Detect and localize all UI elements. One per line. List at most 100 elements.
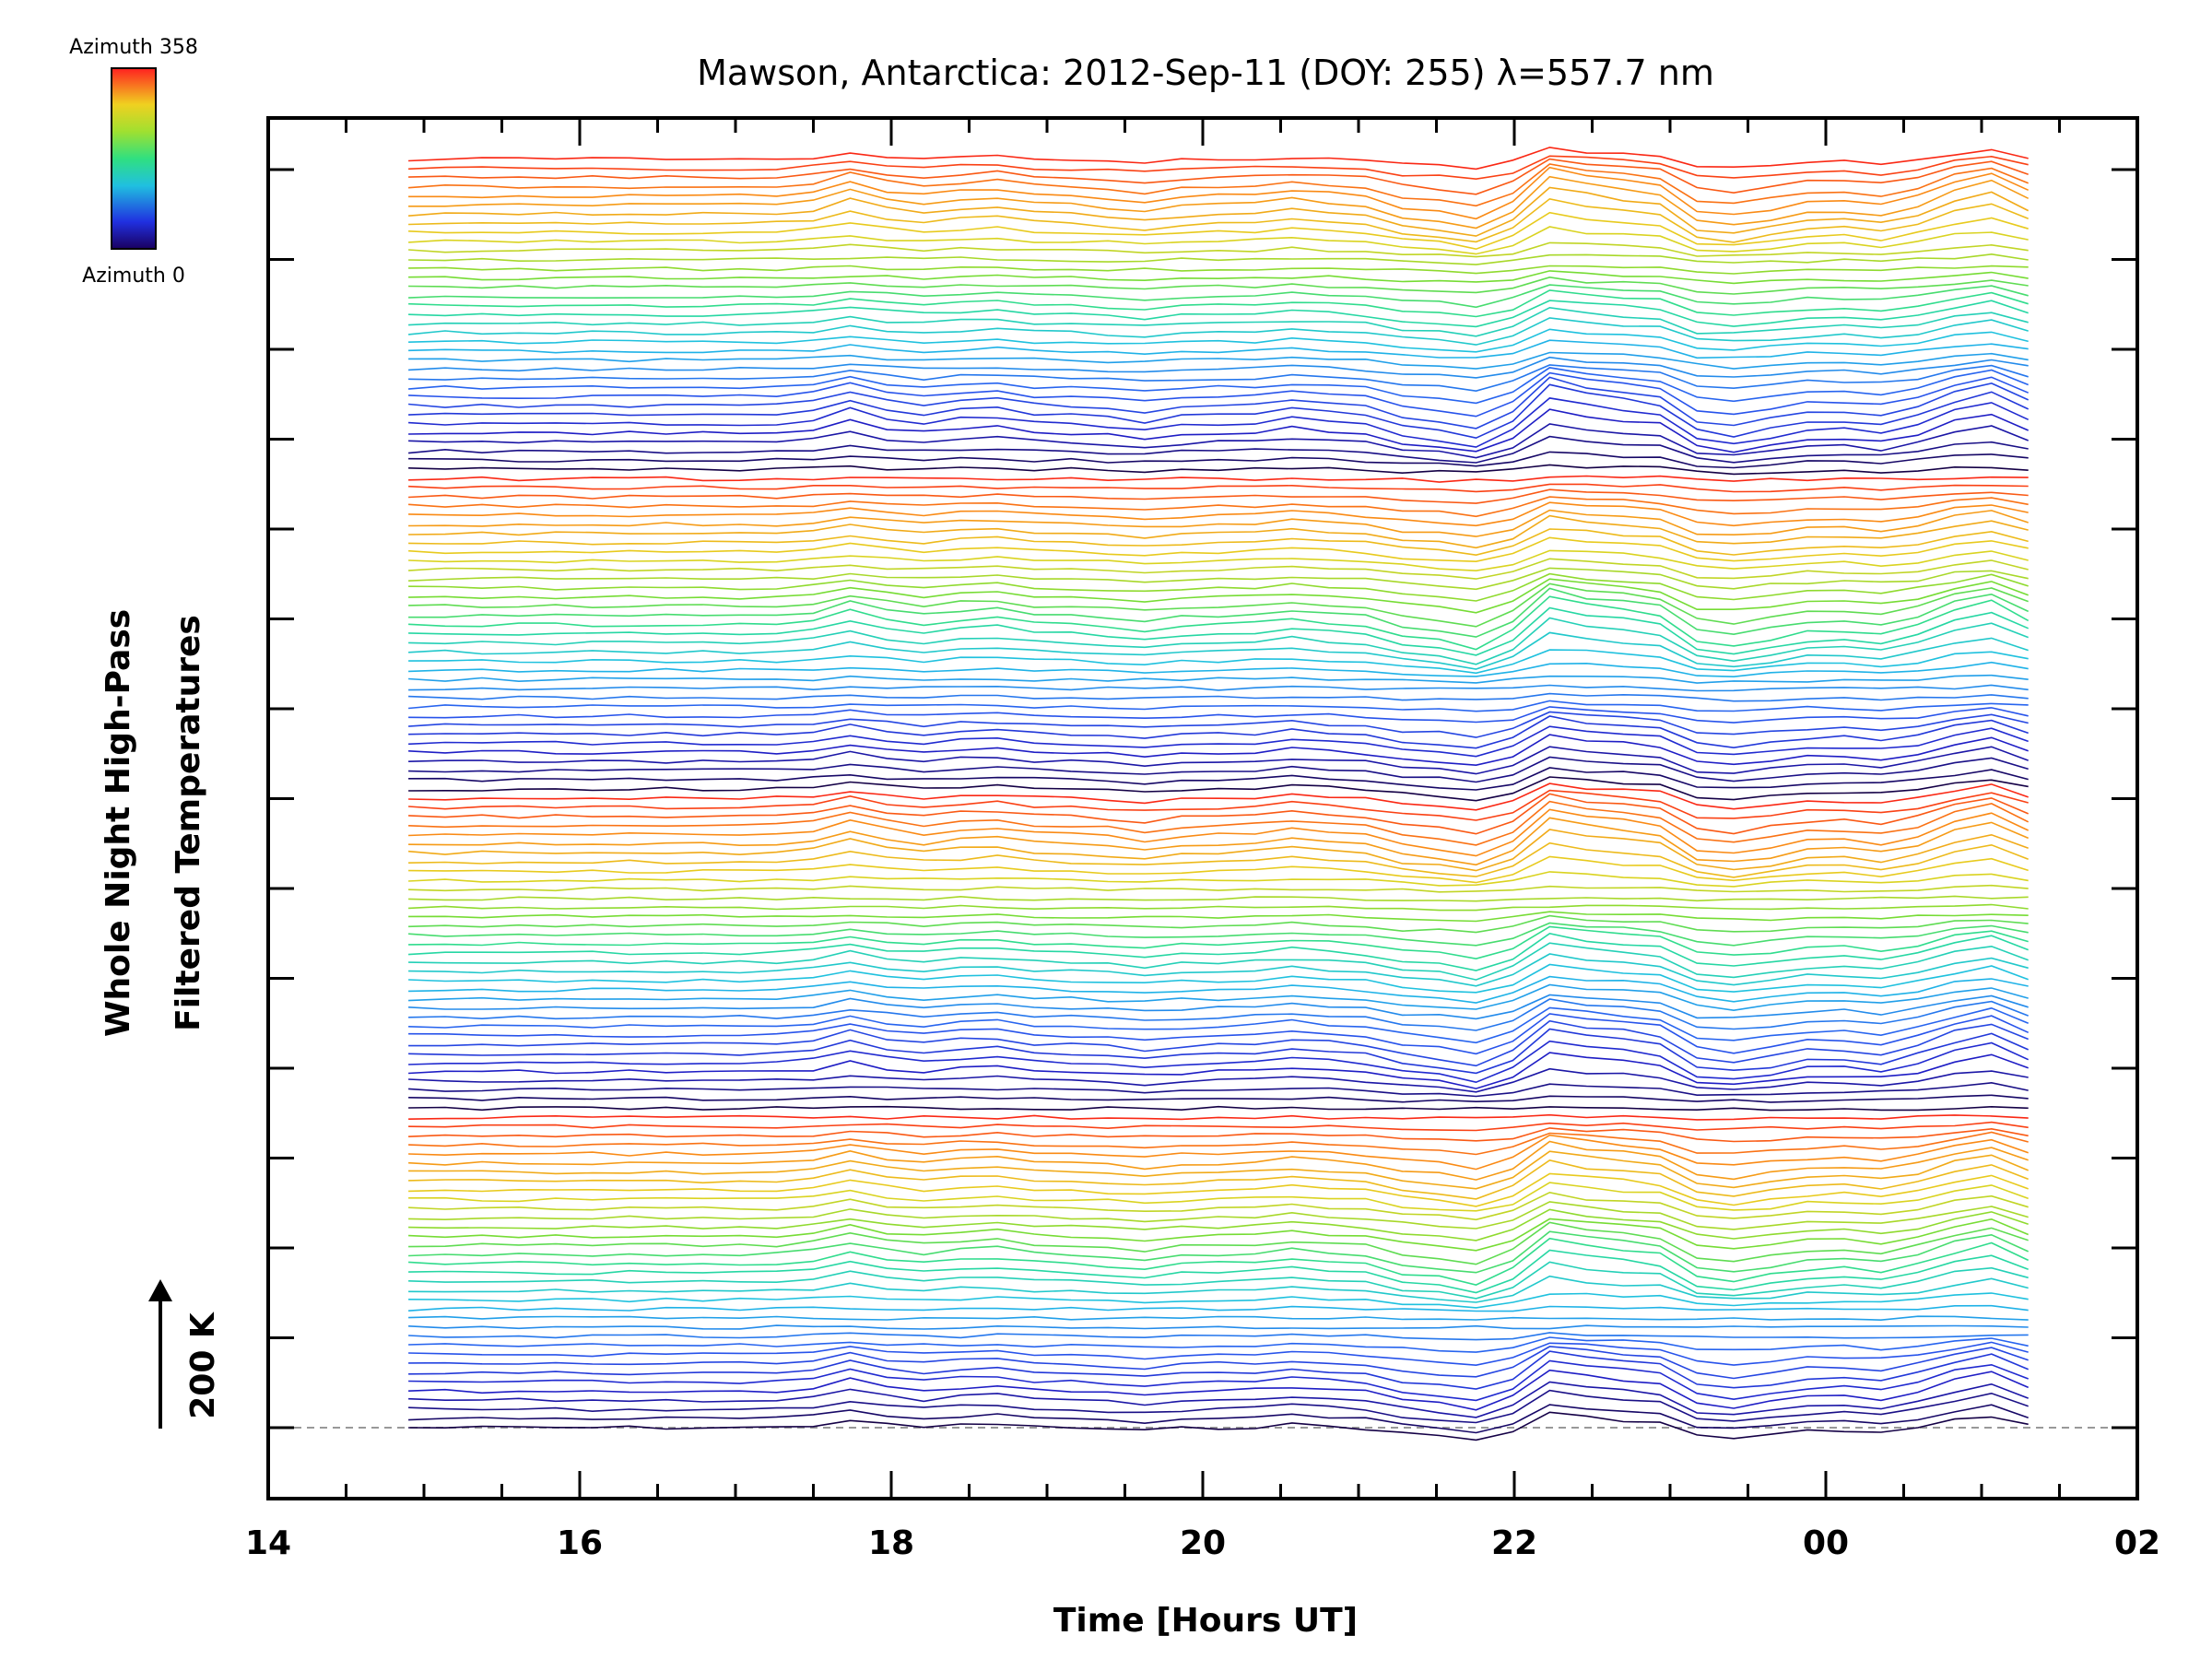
y-axis-label-line2: Filtered Temperatures — [170, 615, 207, 1031]
series-line — [408, 711, 2029, 738]
series-line — [408, 829, 2029, 872]
series-line — [408, 1208, 2029, 1241]
series-line — [408, 734, 2029, 767]
series-line — [408, 884, 2029, 893]
series-line — [408, 1028, 2030, 1075]
series-line — [408, 1182, 2029, 1212]
series-line — [408, 1332, 2029, 1341]
series-line — [408, 1230, 2030, 1274]
series-line — [408, 1113, 2029, 1121]
series-line — [408, 617, 2029, 665]
series-line — [408, 241, 2029, 258]
series-line — [408, 265, 2029, 275]
series-line — [408, 501, 2029, 527]
series-line — [408, 536, 2029, 563]
series-line — [408, 789, 2029, 821]
series-line — [408, 1105, 2029, 1112]
series-line — [408, 674, 2029, 684]
series-line — [408, 253, 2029, 265]
series-line — [408, 756, 2029, 783]
series-line — [408, 276, 2029, 295]
series-line — [408, 841, 2029, 878]
series-line — [408, 1275, 2029, 1303]
x-tick-label: 02 — [2114, 1524, 2160, 1562]
colorbar — [111, 67, 157, 250]
series-line — [408, 496, 2029, 518]
series-line — [408, 1094, 2029, 1103]
series-line — [408, 376, 2030, 429]
series-line — [408, 925, 2029, 960]
series-line — [408, 306, 2029, 337]
series-line — [408, 871, 2029, 888]
series-line — [408, 994, 2029, 1020]
series-line — [408, 1019, 2029, 1067]
series-line — [408, 942, 2029, 981]
series-line — [408, 371, 2030, 418]
series-line — [408, 953, 2029, 987]
series-line — [408, 706, 2029, 724]
series-line — [408, 408, 2030, 453]
series-line — [408, 715, 2029, 749]
series-line — [408, 1218, 2030, 1252]
series-line — [408, 328, 2029, 353]
series-line — [408, 595, 2030, 651]
series-line — [408, 975, 2029, 1004]
series-line — [408, 1134, 2029, 1171]
series-line — [408, 578, 2029, 614]
series-line — [408, 1315, 2029, 1322]
series-line — [408, 1127, 2029, 1143]
series-line — [408, 1131, 2029, 1156]
series-line — [408, 356, 2029, 379]
series-line — [408, 351, 2029, 370]
series-line — [408, 1324, 2029, 1330]
series-line — [408, 509, 2029, 537]
series-line — [408, 1221, 2029, 1265]
scale-bar-label: 200 K — [184, 1312, 222, 1419]
series-line — [408, 1381, 2029, 1418]
series-line — [408, 1067, 2029, 1093]
series-line — [408, 451, 2029, 469]
series-line — [408, 514, 2029, 549]
axis-ticks — [266, 118, 2139, 1499]
series-line — [408, 549, 2029, 572]
colorbar-top-label: Azimuth 358 — [69, 36, 198, 59]
series-line — [408, 606, 2030, 656]
series-line — [408, 364, 2029, 393]
series-line — [408, 423, 2029, 459]
series-line — [408, 1249, 2029, 1294]
series-line — [408, 746, 2029, 775]
series-line — [408, 211, 2029, 251]
series-line — [408, 631, 2029, 670]
series-line — [408, 1040, 2030, 1084]
series-line — [408, 300, 2029, 328]
series-line — [408, 155, 2029, 181]
series-line — [408, 983, 2029, 1012]
series-line — [408, 661, 2029, 678]
series-line — [408, 793, 2030, 835]
y-axis-label-line1: Whole Night High-Pass — [100, 609, 137, 1037]
series-line — [408, 767, 2029, 791]
series-line — [408, 163, 2029, 207]
series-line — [408, 817, 2030, 866]
x-tick-label: 14 — [245, 1524, 291, 1562]
series-line — [408, 475, 2029, 483]
series-line — [408, 1389, 2029, 1424]
series-line — [408, 1172, 2029, 1207]
series-line — [408, 1013, 2030, 1055]
x-tick-label: 00 — [1803, 1524, 1849, 1562]
chart-title: Mawson, Antarctica: 2012-Sep-11 (DOY: 25… — [697, 53, 1714, 93]
series-line — [408, 1052, 2029, 1089]
series-line — [408, 197, 2029, 243]
series-line — [408, 1304, 2029, 1312]
x-axis-label: Time [Hours UT] — [1053, 1602, 1358, 1640]
series-line — [408, 911, 2029, 923]
series-line — [408, 558, 2029, 580]
series-line — [408, 782, 2029, 811]
series-line — [408, 1150, 2030, 1190]
series-line — [408, 692, 2029, 702]
series-line — [408, 1404, 2029, 1434]
series-line — [408, 339, 2029, 359]
series-line — [408, 1369, 2030, 1411]
series-line — [408, 226, 2029, 255]
